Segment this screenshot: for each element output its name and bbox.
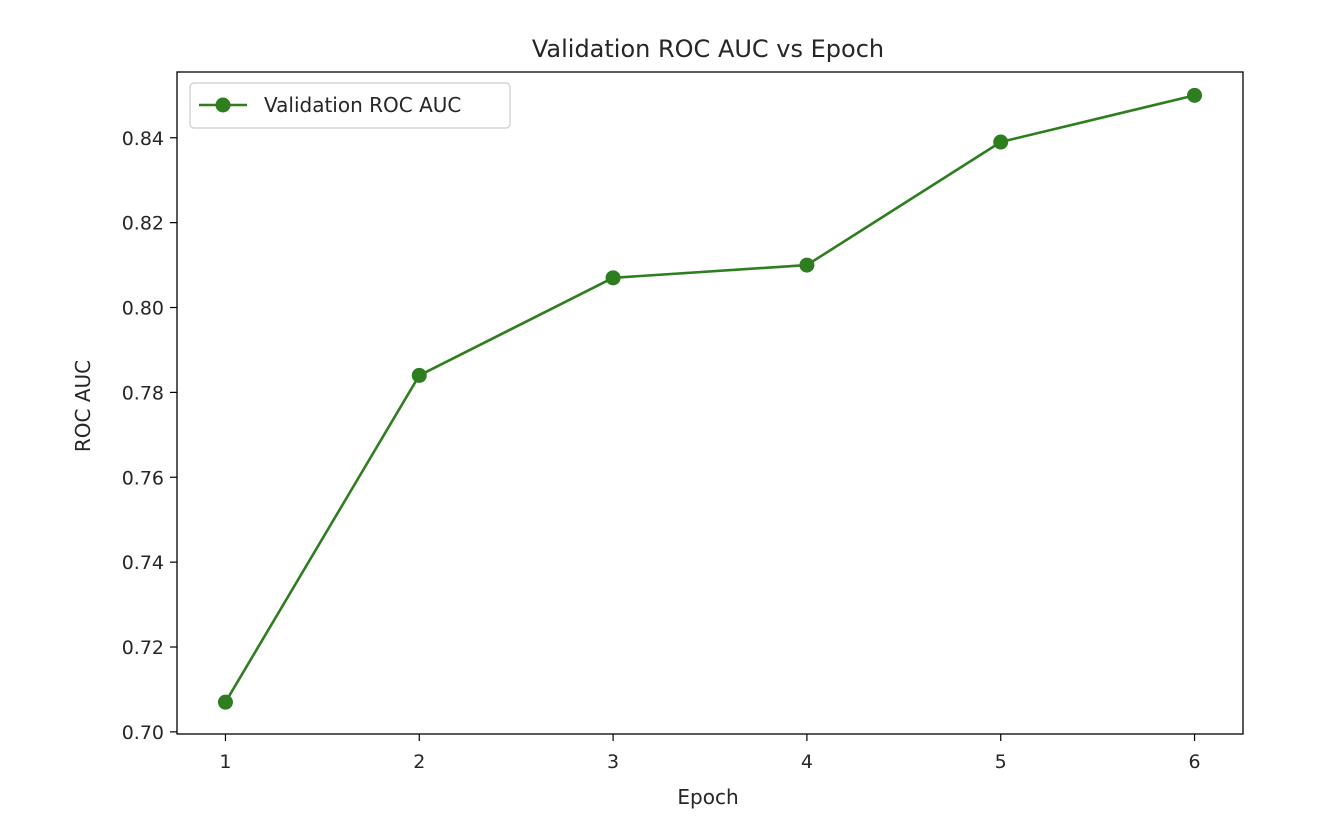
legend: Validation ROC AUC: [189, 82, 511, 129]
x-tick-label: 6: [1188, 751, 1200, 773]
x-tick-label: 4: [801, 751, 813, 773]
series-line: [224, 94, 1195, 703]
data-point: [1187, 87, 1203, 103]
data-point: [605, 270, 621, 286]
plot-frame: [176, 71, 1244, 735]
legend-marker: [215, 97, 231, 113]
legend-label: Validation ROC AUC: [264, 93, 461, 117]
y-tick-label: 0.82: [122, 213, 164, 235]
y-axis-label: ROC AUC: [71, 360, 95, 452]
chart-title: Validation ROC AUC vs Epoch: [532, 35, 884, 63]
x-tick-label: 3: [607, 751, 619, 773]
y-tick-label: 0.76: [122, 467, 164, 489]
y-tick-label: 0.84: [122, 128, 164, 150]
data-point: [993, 134, 1009, 150]
y-tick-label: 0.70: [122, 722, 164, 744]
y-tick-label: 0.78: [122, 382, 164, 404]
y-tick-label: 0.72: [122, 637, 164, 659]
x-tick-label: 2: [413, 751, 425, 773]
data-point: [217, 694, 233, 710]
y-tick-label: 0.74: [122, 552, 164, 574]
x-tick-label: 5: [995, 751, 1007, 773]
x-tick-label: 1: [219, 751, 231, 773]
data-point: [411, 367, 427, 383]
plot-area: 1 2 3 4 5 6 0.70 0.72 0.74 0.76 0.78 0.80 0.82 0.84 Va…: [122, 71, 1244, 773]
data-point: [799, 257, 815, 273]
y-tick-label: 0.80: [122, 298, 164, 320]
legend-box: [189, 82, 511, 129]
x-axis-label: Epoch: [677, 785, 738, 809]
